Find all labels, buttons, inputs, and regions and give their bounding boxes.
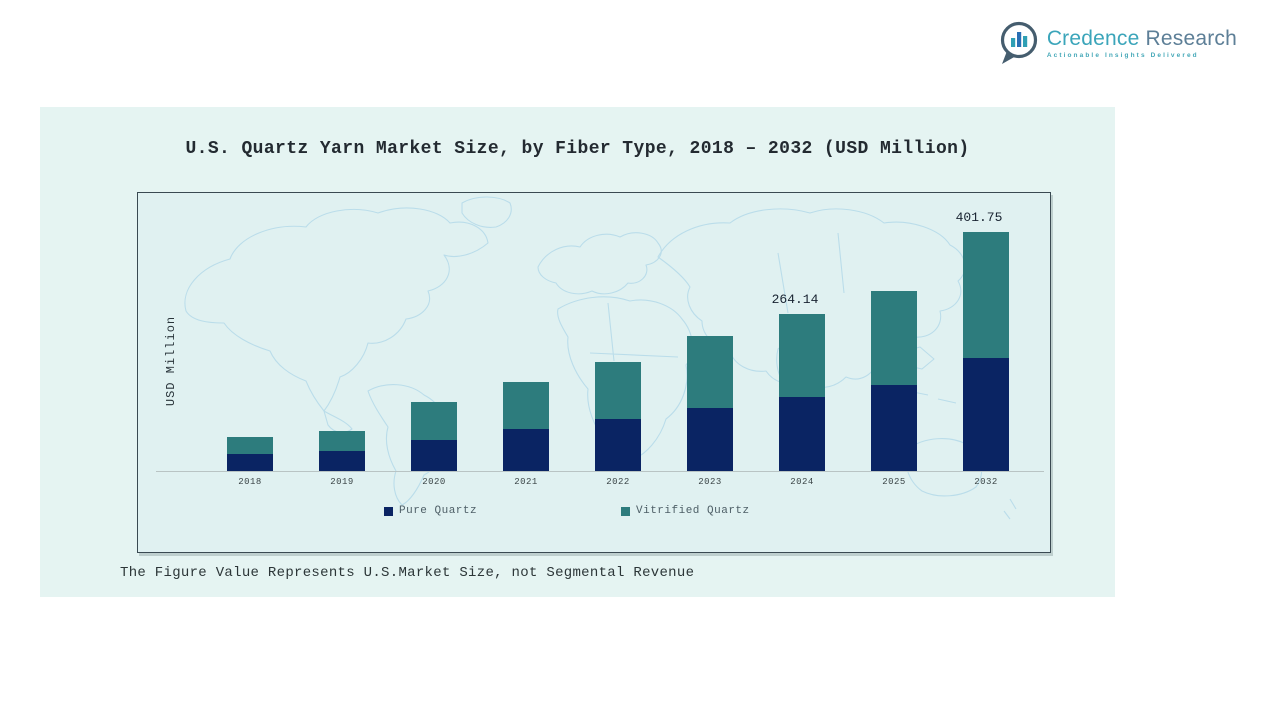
bar-segment-vitrified-quartz-2020 xyxy=(411,402,457,440)
bar-segment-pure-quartz-2025 xyxy=(871,385,917,471)
x-tick-2019: 2019 xyxy=(330,477,354,487)
bar-group-2023: 2023 xyxy=(664,193,756,552)
bar-segment-pure-quartz-2019 xyxy=(319,451,365,471)
bar-2024 xyxy=(779,314,825,471)
legend-label-vitrified-quartz: Vitrified Quartz xyxy=(636,505,750,517)
y-axis-label: USD Million xyxy=(164,315,178,407)
x-tick-2022: 2022 xyxy=(606,477,630,487)
footnote: The Figure Value Represents U.S.Market S… xyxy=(120,565,695,581)
bar-group-2021: 2021 xyxy=(480,193,572,552)
legend-swatch-pure-quartz xyxy=(384,506,393,516)
bar-segment-vitrified-quartz-2023 xyxy=(687,336,733,408)
x-tick-2032: 2032 xyxy=(974,477,998,487)
x-tick-2023: 2023 xyxy=(698,477,722,487)
x-tick-2018: 2018 xyxy=(238,477,262,487)
figure-panel: U.S. Quartz Yarn Market Size, by Fiber T… xyxy=(40,107,1115,597)
x-axis-line xyxy=(156,471,1044,472)
credence-research-logo: Credence Research Actionable Insights De… xyxy=(996,20,1237,66)
plot-area: USD Million Pure Quartz Vitrified Quartz … xyxy=(138,193,1050,552)
bar-segment-vitrified-quartz-2025 xyxy=(871,291,917,385)
bar-2022 xyxy=(595,362,641,471)
x-tick-2020: 2020 xyxy=(422,477,446,487)
x-tick-2025: 2025 xyxy=(882,477,906,487)
logo-tagline: Actionable Insights Delivered xyxy=(1046,52,1199,59)
logo-text: Credence Research Actionable Insights De… xyxy=(1047,27,1237,59)
bar-group-2024: 2024 264.14 xyxy=(756,193,848,552)
bar-2018 xyxy=(227,437,273,471)
bar-segment-pure-quartz-2020 xyxy=(411,440,457,471)
legend-item-vitrified-quartz: Vitrified Quartz xyxy=(621,505,750,517)
bar-segment-pure-quartz-2024 xyxy=(779,397,825,471)
bar-segment-vitrified-quartz-2022 xyxy=(595,362,641,419)
bar-segment-pure-quartz-2022 xyxy=(595,419,641,471)
bar-group-2032: 2032 401.75 xyxy=(940,193,1032,552)
bar-2032 xyxy=(963,232,1009,471)
logo-brand-line: Credence Research xyxy=(1047,27,1237,50)
bar-2019 xyxy=(319,431,365,471)
x-tick-2024: 2024 xyxy=(790,477,814,487)
bar-2021 xyxy=(503,382,549,471)
bar-2025 xyxy=(871,291,917,471)
bar-group-2022: 2022 xyxy=(572,193,664,552)
value-label-2032: 401.75 xyxy=(955,210,1003,225)
bar-segment-vitrified-quartz-2018 xyxy=(227,437,273,454)
bar-segment-pure-quartz-2023 xyxy=(687,408,733,471)
bar-segment-pure-quartz-2021 xyxy=(503,429,549,471)
bar-chart-bubble-icon xyxy=(1000,21,1037,64)
legend-label-pure-quartz: Pure Quartz xyxy=(399,505,478,517)
bar-group-2025: 2025 xyxy=(848,193,940,552)
bar-group-2018: 2018 xyxy=(204,193,296,552)
bar-2020 xyxy=(411,402,457,471)
bar-group-2019: 2019 xyxy=(296,193,388,552)
bar-segment-pure-quartz-2032 xyxy=(963,358,1009,471)
legend-item-pure-quartz: Pure Quartz xyxy=(384,505,477,517)
logo-brand-secondary: Research xyxy=(1145,27,1237,50)
legend-swatch-vitrified-quartz xyxy=(621,506,630,516)
bar-segment-vitrified-quartz-2019 xyxy=(319,431,365,451)
bar-segment-pure-quartz-2018 xyxy=(227,454,273,471)
bar-segment-vitrified-quartz-2032 xyxy=(963,232,1009,358)
chart-frame: USD Million Pure Quartz Vitrified Quartz … xyxy=(137,192,1051,553)
chart-title: U.S. Quartz Yarn Market Size, by Fiber T… xyxy=(185,139,970,159)
bar-segment-vitrified-quartz-2021 xyxy=(503,382,549,429)
value-label-2024: 264.14 xyxy=(771,292,819,307)
x-tick-2021: 2021 xyxy=(514,477,538,487)
bar-segment-vitrified-quartz-2024 xyxy=(779,314,825,397)
bar-2023 xyxy=(687,336,733,471)
logo-brand-primary: Credence xyxy=(1046,27,1140,50)
bar-group-2020: 2020 xyxy=(388,193,480,552)
